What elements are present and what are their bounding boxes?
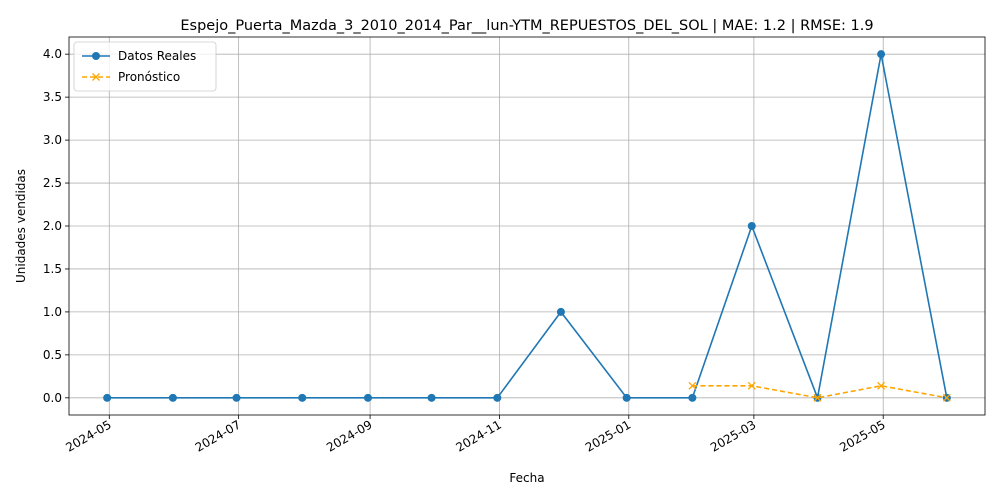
data-point-datos-reales — [556, 307, 565, 316]
data-point-datos-reales — [688, 393, 697, 402]
y-tick-label: 1.0 — [43, 305, 62, 319]
legend-marker-datos-reales — [92, 52, 100, 60]
legend-box — [73, 41, 217, 92]
data-point-datos-reales — [103, 393, 112, 402]
data-point-datos-reales — [622, 393, 631, 402]
y-axis: 0.0 0.5 1.0 1.5 2.0 2.5 3.0 3.5 4.0 — [43, 47, 69, 405]
data-point-pronostico — [813, 393, 822, 402]
data-point-pronostico — [688, 381, 697, 390]
data-point-datos-reales — [877, 50, 886, 59]
y-tick-label: 3.5 — [43, 90, 62, 104]
data-point-datos-reales — [168, 393, 177, 402]
legend: Datos Reales Pronóstico — [73, 41, 217, 92]
y-axis-label: Unidades vendidas — [14, 169, 28, 283]
y-tick-label: 2.5 — [43, 176, 62, 190]
x-axis-label: Fecha — [509, 471, 544, 485]
legend-label-pronostico: Pronóstico — [118, 70, 180, 84]
y-tick-label: 0.5 — [43, 348, 62, 362]
data-point-pronostico — [877, 381, 886, 390]
data-point-datos-reales — [232, 393, 241, 402]
data-point-pronostico — [942, 393, 951, 402]
series-layer — [103, 50, 951, 402]
data-point-pronostico — [747, 381, 756, 390]
data-point-datos-reales — [747, 222, 756, 230]
y-tick-label: 0.0 — [43, 391, 62, 405]
series-line-datos-reales — [107, 53, 948, 399]
data-point-datos-reales — [493, 393, 502, 402]
legend-label-datos-reales: Datos Reales — [118, 49, 196, 63]
y-tick-label: 2.0 — [43, 219, 62, 233]
data-point-datos-reales — [427, 393, 436, 402]
data-point-datos-reales — [363, 393, 372, 402]
y-tick-label: 1.5 — [43, 262, 62, 276]
y-tick-label: 3.0 — [43, 133, 62, 147]
legend-marker-pronostico — [92, 73, 100, 81]
chart-title: Espejo_Puerta_Mazda_3_2010_2014_Par__lun… — [180, 18, 873, 34]
y-tick-label: 4.0 — [43, 47, 62, 61]
data-point-datos-reales — [298, 393, 307, 402]
